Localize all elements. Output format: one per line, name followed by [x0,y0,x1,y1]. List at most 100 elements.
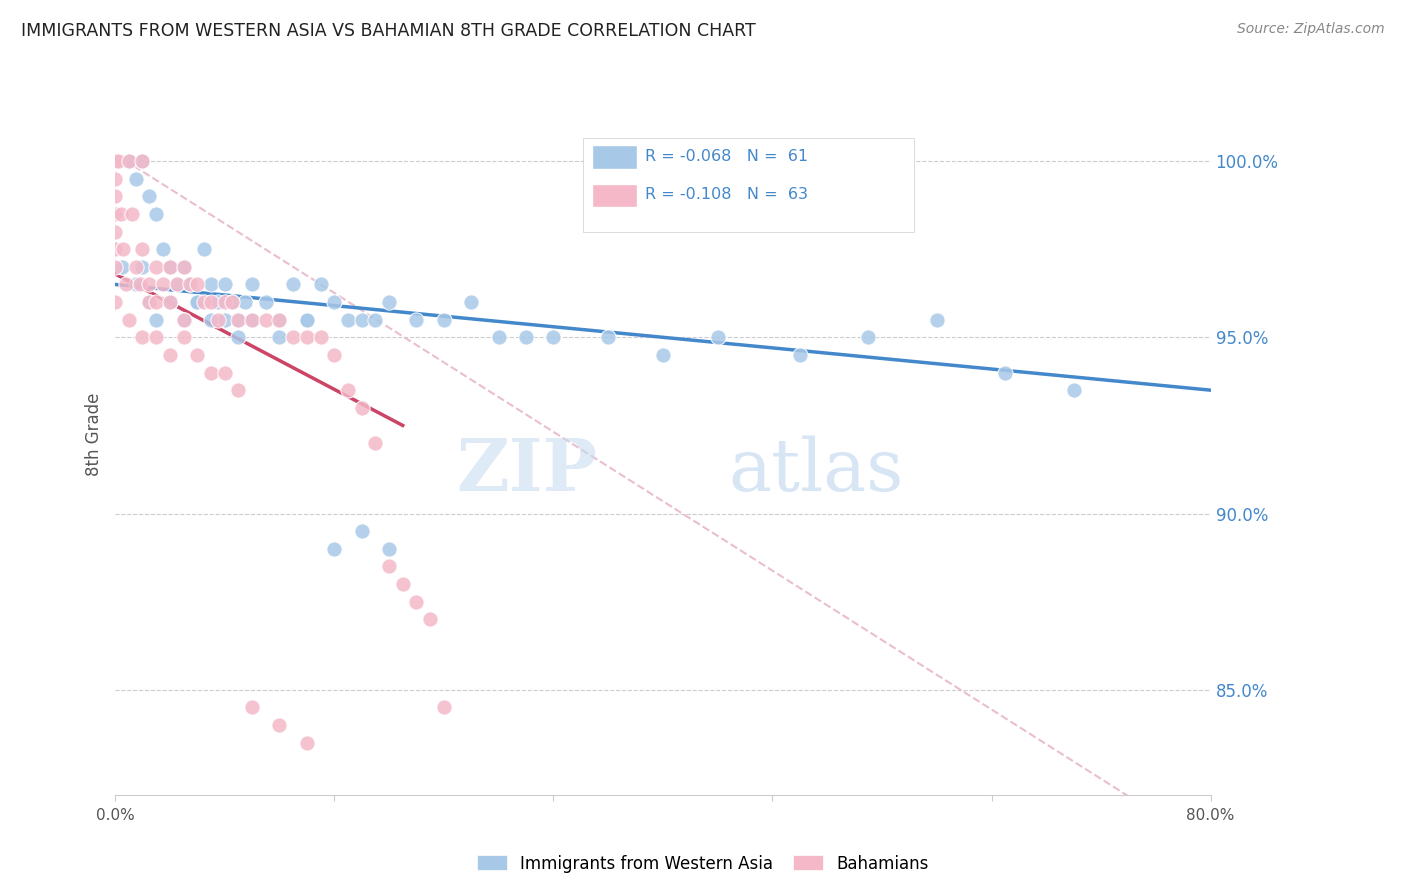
Point [138,189,160,203]
Point [214,312,236,326]
Point [994,366,1017,380]
Point [228,312,250,326]
Point [789,348,811,362]
Point [233,295,256,310]
Point [405,594,427,608]
Point [124,260,146,274]
Point [240,277,263,292]
Point [706,330,728,344]
Text: IMMIGRANTS FROM WESTERN ASIA VS BAHAMIAN 8TH GRADE CORRELATION CHART: IMMIGRANTS FROM WESTERN ASIA VS BAHAMIAN… [21,22,756,40]
Point [207,295,229,310]
Point [131,242,153,256]
Point [107,154,129,169]
Point [200,312,222,326]
Point [145,260,167,274]
Point [214,366,236,380]
Point [186,277,208,292]
Point [152,242,174,256]
Point [295,736,318,750]
Point [200,277,222,292]
Point [240,312,263,326]
Point [281,330,304,344]
Point [159,260,181,274]
Point [543,330,565,344]
Point [240,700,263,714]
Text: R = -0.108   N =  63: R = -0.108 N = 63 [645,187,808,202]
Point [309,277,332,292]
Point [336,312,359,326]
Point [173,330,195,344]
Point [488,330,510,344]
Point [145,207,167,221]
Point [173,260,195,274]
Point [193,295,215,310]
Point [159,348,181,362]
Point [138,295,160,310]
Point [207,312,229,326]
Text: ZIP: ZIP [457,435,598,506]
Point [323,295,346,310]
Point [295,330,318,344]
Point [110,207,132,221]
Point [159,295,181,310]
Point [152,277,174,292]
Point [460,295,482,310]
Point [350,401,373,415]
Point [269,312,291,326]
Text: 80.0%: 80.0% [1187,808,1234,823]
Point [138,277,160,292]
Point [433,700,456,714]
Point [858,330,880,344]
Point [433,312,456,326]
Point [104,260,127,274]
Point [364,312,387,326]
Point [336,383,359,397]
Point [186,348,208,362]
Text: atlas: atlas [728,435,904,506]
Point [104,171,127,186]
Point [295,312,318,326]
Point [228,383,250,397]
Point [118,154,141,169]
Point [104,225,127,239]
Point [159,260,181,274]
Point [108,154,131,169]
Point [173,260,195,274]
Point [651,348,673,362]
Point [121,207,143,221]
Point [378,559,401,574]
Text: Source: ZipAtlas.com: Source: ZipAtlas.com [1237,22,1385,37]
Point [269,718,291,732]
Text: R = -0.068   N =  61: R = -0.068 N = 61 [645,149,808,163]
Point [214,295,236,310]
Point [925,312,948,326]
Point [254,295,277,310]
Point [138,295,160,310]
Point [166,277,188,292]
Point [378,541,401,556]
Point [131,330,153,344]
Point [131,260,153,274]
Point [118,154,141,169]
Point [350,524,373,538]
Point [104,189,127,203]
Point [200,295,222,310]
Point [112,242,135,256]
Point [159,295,181,310]
Point [1063,383,1085,397]
Point [221,295,243,310]
Point [186,295,208,310]
Point [145,330,167,344]
Point [104,154,127,169]
Point [186,295,208,310]
Point [173,312,195,326]
Point [193,242,215,256]
Point [179,277,201,292]
Point [166,277,188,292]
Point [173,312,195,326]
Point [350,312,373,326]
Point [598,330,620,344]
Point [269,330,291,344]
Point [364,436,387,450]
Point [309,330,332,344]
